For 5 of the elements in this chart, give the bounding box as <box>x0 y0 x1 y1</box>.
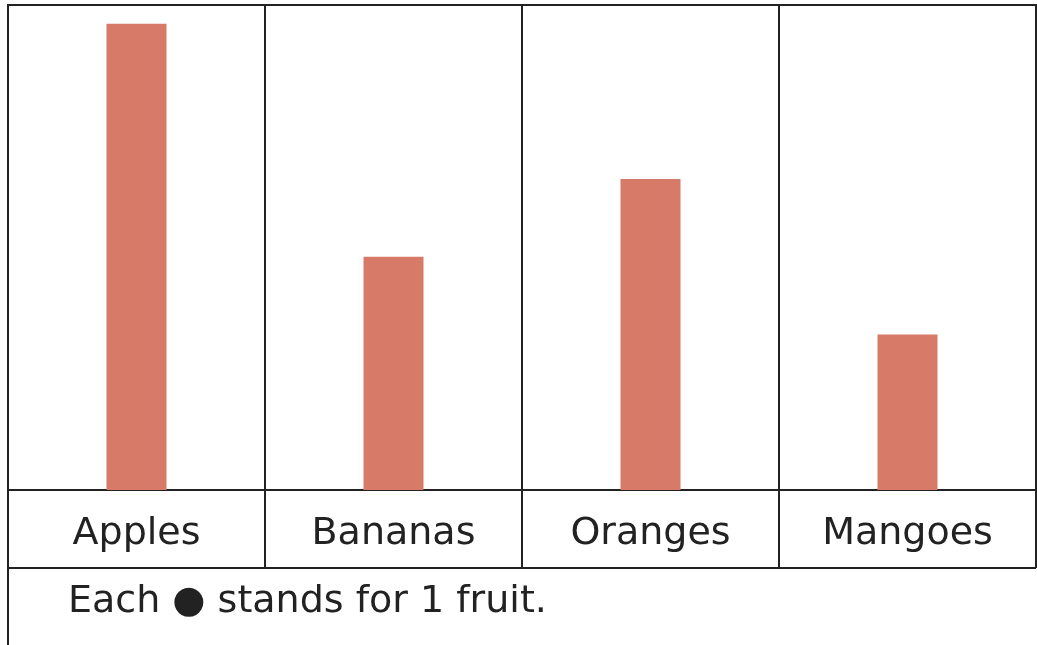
x-tick-label: Oranges <box>570 509 731 553</box>
x-tick-label: Mangoes <box>822 509 993 553</box>
x-tick-label: Bananas <box>311 509 476 553</box>
x-tick-label: Apples <box>72 509 201 553</box>
text: Each ● stands for 1 fruit. <box>68 577 547 621</box>
